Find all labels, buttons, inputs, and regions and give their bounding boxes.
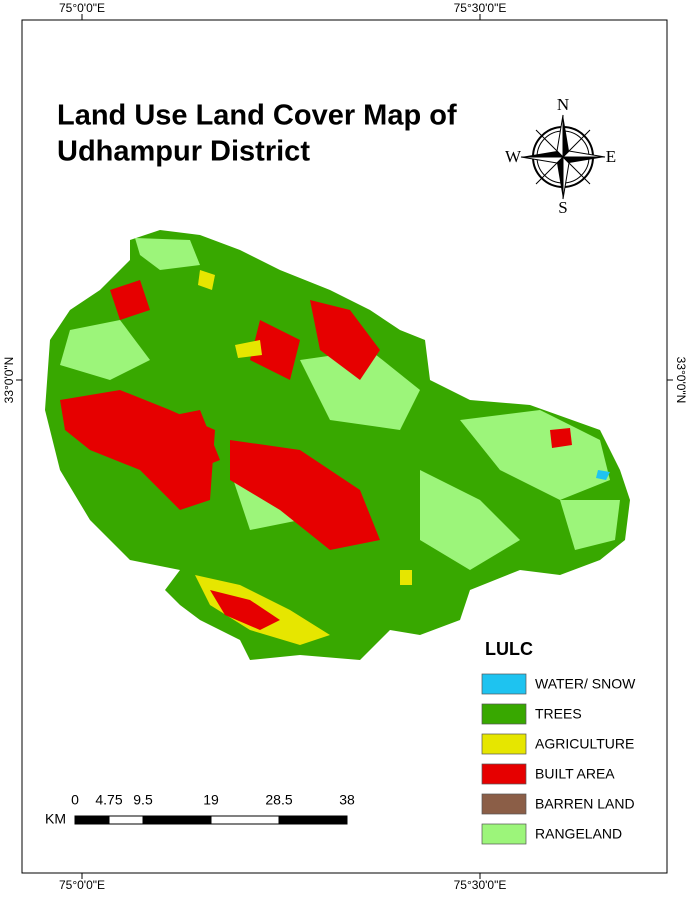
legend-label: AGRICULTURE [535, 736, 634, 752]
scale-bar: KM 0 4.75 9.5 19 28.5 38 [45, 792, 355, 827]
scale-unit: KM [45, 811, 66, 827]
scale-segment [74, 815, 110, 825]
legend-label: TREES [535, 706, 582, 722]
scale-label: 4.75 [95, 792, 122, 808]
graticule-ticks [16, 14, 673, 879]
scale-segment [278, 815, 348, 825]
scale-segment [210, 815, 280, 825]
map-title: Udhampur District [57, 136, 310, 168]
legend-title: LULC [485, 639, 533, 659]
scale-segment [108, 815, 144, 825]
legend-swatch [481, 823, 527, 845]
lon-label: 75°0'0"E [59, 878, 105, 892]
compass-label: S [558, 198, 567, 217]
scale-label: 38 [339, 792, 355, 808]
legend-swatch [481, 733, 527, 755]
scale-label: 0 [71, 792, 79, 808]
scale-label: 28.5 [265, 792, 292, 808]
legend-swatch [481, 703, 527, 725]
lat-label: 33°0'0"N [674, 357, 688, 404]
compass-label: E [606, 147, 616, 166]
legend-swatch [481, 763, 527, 785]
compass [520, 114, 606, 200]
legend-label: BUILT AREA [535, 766, 615, 782]
legend-swatch [481, 673, 527, 695]
legend-label: WATER/ SNOW [535, 676, 636, 692]
lon-label: 75°30'0"E [454, 1, 507, 15]
map-title: Land Use Land Cover Map of [57, 100, 457, 132]
lon-label: 75°0'0"E [59, 1, 105, 15]
lon-label: 75°30'0"E [454, 878, 507, 892]
district-map [45, 230, 630, 660]
legend: WATER/ SNOW TREES AGRICULTURE BUILT AREA BAR… [481, 673, 636, 845]
scale-label: 19 [203, 792, 219, 808]
legend-swatch [481, 793, 527, 815]
legend-label: BARREN LAND [535, 796, 635, 812]
scale-segment [142, 815, 212, 825]
legend-label: RANGELAND [535, 826, 622, 842]
scale-label: 9.5 [133, 792, 153, 808]
compass-label: W [505, 147, 522, 166]
compass-label: N [557, 95, 569, 114]
lat-label: 33°0'0"N [2, 357, 16, 404]
